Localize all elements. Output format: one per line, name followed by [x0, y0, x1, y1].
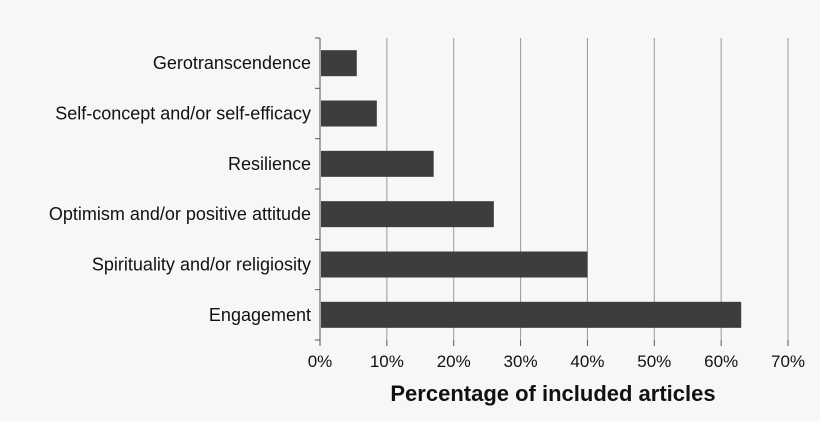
x-axis-title: Percentage of included articles [390, 381, 715, 406]
category-label: Engagement [209, 305, 311, 325]
x-tick-label: 50% [637, 352, 671, 371]
category-label: Resilience [228, 154, 311, 174]
x-tick-label: 60% [704, 352, 738, 371]
x-tick-label: 20% [437, 352, 471, 371]
category-label: Spirituality and/or religiosity [92, 255, 311, 275]
x-tick-label: 70% [771, 352, 805, 371]
axes [315, 37, 789, 346]
bar-engagement [321, 301, 742, 328]
bar-spirituality-and-or-religiosity [321, 251, 588, 278]
bar-resilience [321, 150, 434, 177]
category-label: Self-concept and/or self-efficacy [55, 104, 311, 124]
category-label: Optimism and/or positive attitude [49, 204, 311, 224]
bar-optimism-and-or-positive-attitude [321, 201, 494, 228]
x-tick-label: 30% [504, 352, 538, 371]
bar-self-concept-and-or-self-efficacy [321, 100, 377, 127]
category-label: Gerotranscendence [153, 53, 311, 73]
bars [321, 50, 742, 328]
labels: 0% 10% 20% 30% 40% 50% 60% 70% Gerotranscendence… [49, 53, 805, 371]
bar-gerotranscendence [321, 50, 357, 77]
x-tick-label: 0% [308, 352, 333, 371]
x-tick-label: 40% [570, 352, 604, 371]
x-tick-label: 10% [370, 352, 404, 371]
gridlines [386, 38, 789, 340]
